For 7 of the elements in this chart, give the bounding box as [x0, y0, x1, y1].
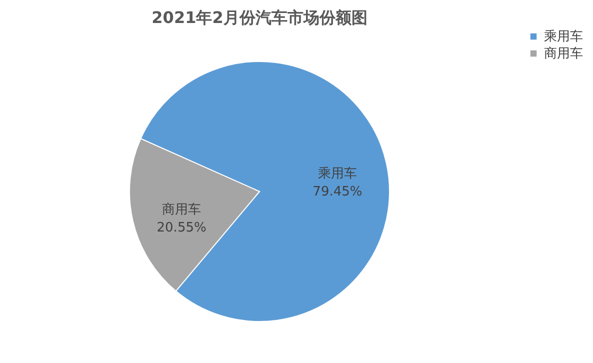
legend-label: 乘用车	[544, 30, 583, 44]
slice-label: 乘用车	[318, 166, 357, 182]
slice-label: 商用车	[162, 202, 202, 218]
data-label: 79.45%	[312, 184, 362, 200]
data-label: 20.55%	[156, 220, 206, 236]
chart-title: 2021年2月份汽车市场份额图	[152, 8, 368, 27]
legend-label: 商用车	[544, 46, 583, 62]
